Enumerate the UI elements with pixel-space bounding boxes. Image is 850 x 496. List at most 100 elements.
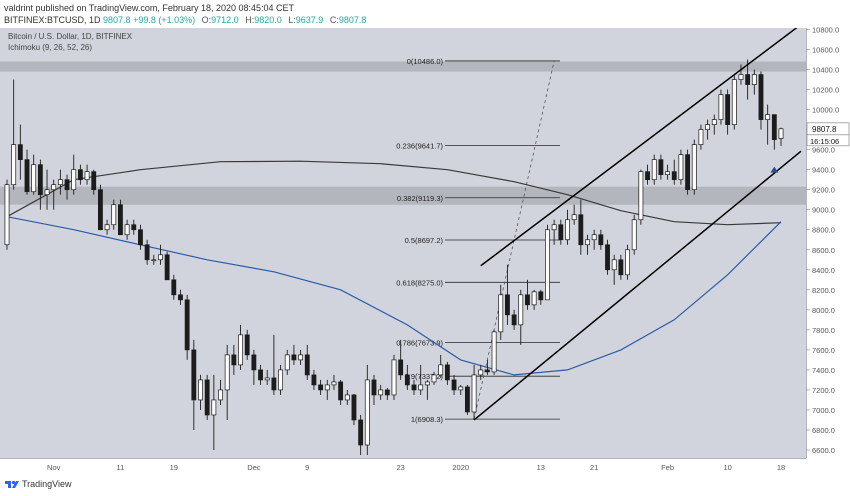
fib-level-label: 0.618(8275.0) <box>396 278 443 287</box>
candle-body <box>198 379 203 401</box>
fib-level-label: 0.236(9641.7) <box>396 141 443 150</box>
candle-body <box>298 354 304 361</box>
candle-body <box>665 171 670 176</box>
candle-body <box>645 171 650 181</box>
time-tick-label: 18 <box>777 463 785 472</box>
candle-body <box>638 171 644 221</box>
time-tick-label: 10 <box>723 463 731 472</box>
price-tick-label: 6600.0 <box>812 446 835 455</box>
time-tick-label: 9 <box>305 463 309 472</box>
candle-body <box>238 334 243 366</box>
candle-body <box>64 179 70 191</box>
candle-body <box>765 114 771 120</box>
resistance-zone <box>0 61 806 72</box>
candle-body <box>71 169 77 191</box>
candle-body <box>484 369 490 373</box>
candle-body <box>471 374 477 413</box>
candle-body <box>184 299 190 351</box>
time-tick-label: Feb <box>661 463 674 472</box>
high-label: H: <box>245 15 255 25</box>
candle-body <box>131 224 137 231</box>
price-tick-label: 7400.0 <box>812 366 835 375</box>
last-price: 9807.8 <box>103 15 131 25</box>
candle-body <box>304 354 310 376</box>
candle-body <box>751 74 757 85</box>
candle-body <box>505 294 510 316</box>
candle-body <box>538 291 544 301</box>
candle-body <box>318 384 324 391</box>
fib-level-label: 1(6908.3) <box>411 415 444 424</box>
candle-body <box>204 379 210 416</box>
candle-body <box>591 234 597 241</box>
candle-body <box>324 384 330 391</box>
candle-body <box>605 244 610 271</box>
price-tick-label: 6800.0 <box>812 426 835 435</box>
candle-body <box>31 164 37 193</box>
candle-body <box>17 144 23 161</box>
price-tick-label: 9600.0 <box>812 146 835 155</box>
candle-body <box>371 379 377 396</box>
price-tick-label: 7200.0 <box>812 386 835 395</box>
price-tick-label: 9000.0 <box>812 206 835 215</box>
tradingview-logo-icon <box>5 480 19 488</box>
candle-body <box>625 249 630 276</box>
candle-body <box>578 214 584 246</box>
candle-body <box>24 159 30 193</box>
candle-body <box>571 214 577 221</box>
candle-body <box>731 79 737 125</box>
footer: TradingView <box>0 474 850 496</box>
candle-body <box>84 171 90 181</box>
time-tick-label: 13 <box>537 463 545 472</box>
candle-body <box>251 354 257 371</box>
countdown-label: 16:15:06 <box>810 137 839 146</box>
candle-body <box>698 129 704 145</box>
candle-body <box>478 369 484 376</box>
candle-body <box>271 377 277 391</box>
candle-body <box>691 144 697 191</box>
time-tick-label: 2020 <box>452 463 469 472</box>
candle-body <box>551 224 557 231</box>
candle-body <box>444 364 450 381</box>
candle-body <box>558 224 564 241</box>
candle-body <box>631 219 637 251</box>
time-tick-label: 19 <box>170 463 178 472</box>
candle-body <box>705 124 711 130</box>
candle-body <box>37 164 43 196</box>
candle-body <box>498 294 504 333</box>
candle-body <box>77 169 83 181</box>
price-tick-label: 8400.0 <box>812 266 835 275</box>
candle-body <box>404 374 410 386</box>
candle-body <box>511 314 517 326</box>
candle-body <box>211 399 217 416</box>
candle-body <box>291 354 297 361</box>
candle-body <box>158 254 163 261</box>
candle-body <box>711 119 717 125</box>
candle-body <box>111 204 117 226</box>
price-change: +99.8 (+1.03%) <box>133 15 196 25</box>
candle-body <box>258 369 263 381</box>
candle-body <box>771 114 777 140</box>
price-tick-label: 8200.0 <box>812 286 835 295</box>
time-axis[interactable] <box>0 458 806 474</box>
candle-body <box>758 74 764 120</box>
fib-level-label: 0.5(8697.2) <box>405 236 444 245</box>
series-line-slow <box>6 160 782 226</box>
candle-body <box>278 369 283 391</box>
candle-body <box>611 259 617 271</box>
indicator-legend: Ichimoku (9, 26, 52, 26) <box>8 43 93 52</box>
candle-body <box>378 389 384 396</box>
time-tick-label: 23 <box>397 463 405 472</box>
resistance-zone <box>0 186 806 205</box>
candle-body <box>151 259 157 262</box>
candle-body <box>431 374 437 383</box>
candle-body <box>144 244 150 261</box>
price-axis[interactable] <box>806 28 850 458</box>
candle-body <box>264 377 270 381</box>
footer-brand: TradingView <box>22 479 72 489</box>
channel-lower-line <box>473 150 802 421</box>
candle-body <box>725 94 731 125</box>
fib-level-label: 0.786(7673.9) <box>396 338 443 347</box>
candle-body <box>585 239 590 246</box>
candle-body <box>458 386 464 391</box>
